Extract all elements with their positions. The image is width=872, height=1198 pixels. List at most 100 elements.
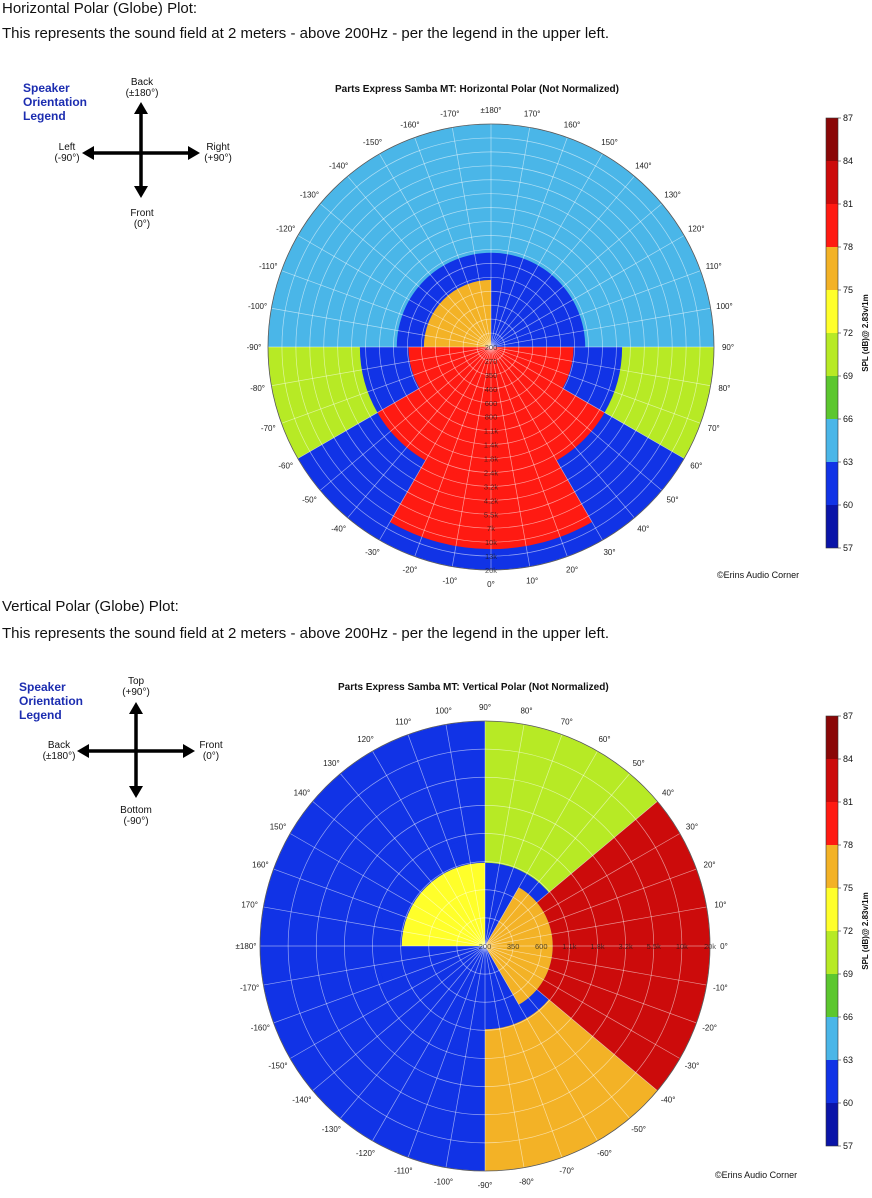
angle-grid-spoke [484,945,681,1059]
angle-tick-label: 40° [662,788,674,797]
angle-tick-label: 110° [706,262,722,271]
legend-title-line: Speaker [23,81,70,95]
radial-tick-label: 1.1k [562,942,576,951]
colorbar-band [826,204,838,247]
radial-tick-label: 460 [485,385,498,394]
orientation-right-label: Front (0°) [191,740,231,762]
colorbar-band [826,161,838,204]
colorbar-tick-label: 57 [843,543,853,553]
section-heading-vertical: Vertical Polar (Globe) Plot: [2,598,179,615]
colorbar-band [826,333,838,376]
angle-grid-spoke [271,307,492,348]
angle-tick-label: 140° [635,161,652,170]
angle-grid-spoke [281,346,492,424]
angle-tick-label: 80° [718,384,730,393]
legend-title-line: Speaker [19,680,66,694]
angle-grid-spoke [484,945,697,1024]
radial-tick-label: 7k [487,524,495,533]
angle-tick-label: -10° [442,576,457,585]
angle-grid-spoke [490,346,701,424]
angle-tick-label: -160° [251,1024,270,1033]
radial-tick-label: 10k [485,538,497,547]
colorbar-tick-label: 66 [843,1012,853,1022]
section-heading-horizontal: Horizontal Polar (Globe) Plot: [2,0,198,17]
colorbar-tick-label: 75 [843,285,853,295]
angle-grid-spoke [347,346,492,519]
angle-grid-spoke [484,945,630,1119]
orientation-right-text: Right [206,142,230,153]
angle-tick-label: -130° [300,191,319,200]
angle-tick-label: 170° [524,110,541,119]
radial-tick-label: 200 [485,343,498,352]
angle-grid-spoke [312,801,486,947]
angle-tick-label: -150° [363,138,382,147]
angle-tick-label: -60° [278,462,293,471]
polar-outer-border [267,123,715,571]
colorbar-tick-label: 84 [843,156,853,166]
colorbar-tick-label: 69 [843,371,853,381]
radial-tick-label: 1.4k [484,441,498,450]
spl-region [260,946,485,1171]
angle-grid-spoke [484,773,630,947]
angle-tick-label: 10° [714,900,726,909]
angle-tick-label: 0° [720,942,728,951]
legend-title-line: Legend [23,109,66,123]
polar-chart-vertical: 90° 80° 70° 60° 50° 40° 30° 20° 10° 0° -10° -20° -30… [236,703,728,1190]
angle-grid-spoke [484,945,707,986]
angle-tick-label: 60° [690,462,702,471]
orientation-legend-title: Speaker Orientation Legend [19,680,83,722]
angle-tick-label: 50° [666,495,678,504]
angle-tick-label: 100° [716,302,733,311]
angle-grid-spoke [263,906,486,947]
angle-grid-spoke [484,750,598,947]
radial-tick-label: 2.4k [484,468,498,477]
angle-tick-label: 10° [526,576,538,585]
radial-tick-label: 10k [676,942,688,951]
radial-tick-label: 5.5k [647,942,661,951]
angle-grid-spoke [490,346,568,557]
angle-grid-spoke [414,346,492,557]
angle-tick-label: -140° [292,1096,311,1105]
angle-tick-label: 170° [241,900,258,909]
angle-tick-label: 70° [561,717,573,726]
angle-grid-spoke [372,945,486,1142]
angle-tick-label: 30° [603,548,615,557]
angle-tick-label: ±180° [236,942,257,951]
angle-grid-spoke [484,833,681,947]
colorbar-horizontal: 57 60 63 66 69 72 75 78 81 84 87 SPL (dB)@ 2.83v/1m [825,113,870,553]
colorbar-band [826,1060,838,1103]
colorbar-tick-label: 78 [843,242,853,252]
angle-grid-spoke [414,137,492,348]
chart-title-horizontal: Parts Express Samba MT: Horizontal Polar… [335,84,619,95]
angle-tick-label: 90° [479,703,491,712]
spl-region [268,124,491,347]
orientation-left-angle: (±180°) [42,751,76,762]
angle-grid-spoke [490,235,685,348]
colorbar-tick-label: 66 [843,414,853,424]
radial-tick-label: 3.2k [619,942,633,951]
colorbar-tick-label: 60 [843,1098,853,1108]
angle-tick-label: 80° [520,707,532,716]
radial-tick-label: 800 [485,413,498,422]
angle-tick-label: 150° [601,138,618,147]
angle-tick-label: -70° [559,1167,574,1176]
radial-tick-label: 270 [485,357,498,366]
angle-grid-spoke [484,724,525,947]
angle-grid-spoke [490,137,568,348]
radial-tick-label: 5.5k [484,510,498,519]
legend-title-line: Legend [19,708,62,722]
angle-grid-spoke [445,945,486,1168]
angle-tick-label: -60° [597,1149,612,1158]
angle-tick-label: 120° [688,225,705,234]
colorbar-label: SPL (dB)@ 2.83v/1m [861,294,870,371]
colorbar-band [826,376,838,419]
angle-tick-label: 30° [686,823,698,832]
spl-region [401,862,485,946]
angle-tick-label: 60° [598,735,610,744]
colorbar-band [826,802,838,845]
chart-title-vertical: Parts Express Samba MT: Vertical Polar (… [338,682,609,693]
angle-grid-spoke [490,346,635,519]
angle-grid-spoke [340,945,486,1119]
legend-title-line: Orientation [19,694,84,708]
radial-tick-label: 1.8k [590,942,604,951]
